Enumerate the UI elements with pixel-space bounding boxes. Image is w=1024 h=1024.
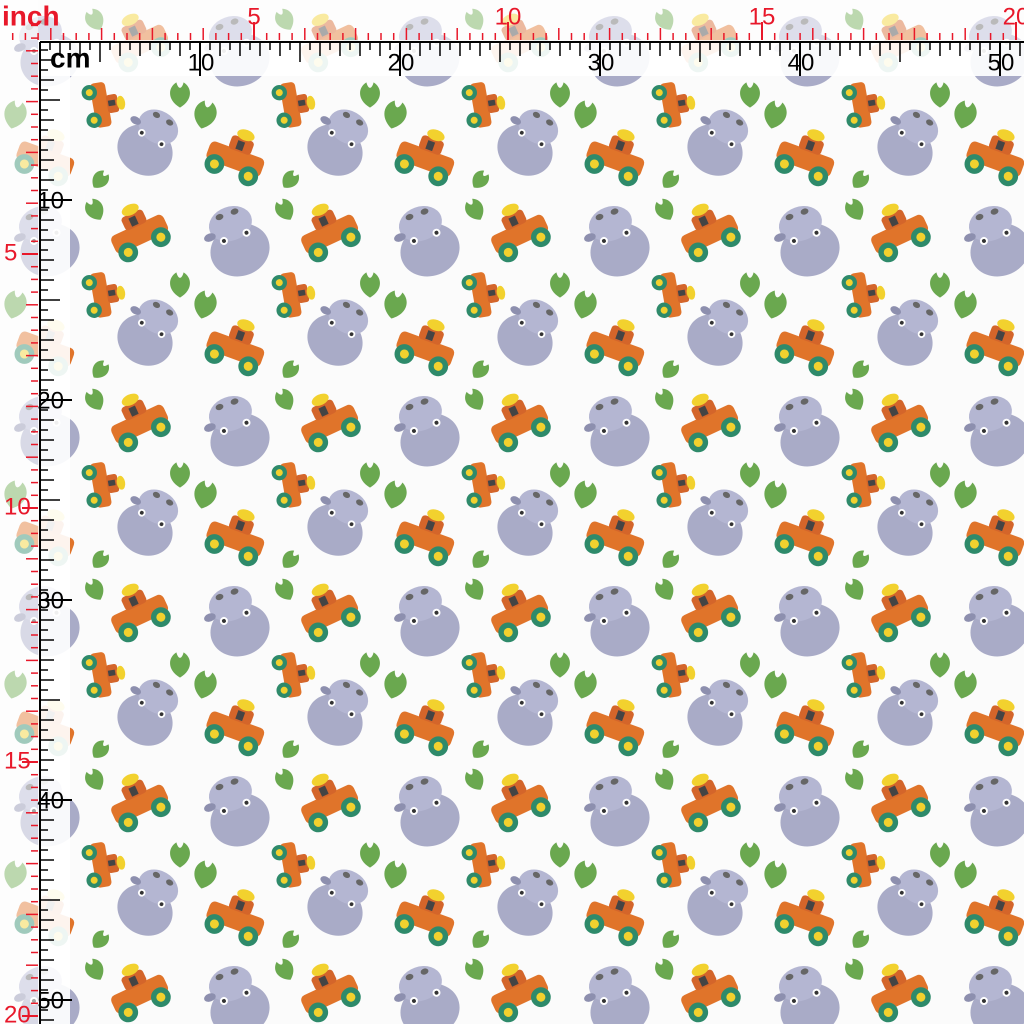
cm-tick-label-left: 20 — [37, 387, 64, 414]
cm-tick-label-top: 50 — [988, 49, 1015, 76]
inch-unit-label: inch — [2, 0, 60, 31]
cm-tick-label-left: 40 — [37, 787, 64, 814]
inch-tick-label-top: 15 — [749, 3, 776, 30]
cm-tick-label-left: 30 — [37, 587, 64, 614]
inch-tick-label-top: 10 — [495, 3, 522, 30]
cm-tick-label-top: 30 — [588, 49, 615, 76]
inch-tick-label-left: 5 — [4, 239, 17, 266]
inch-tick-label-left: 15 — [4, 747, 31, 774]
inch-tick-label-top: 5 — [247, 3, 260, 30]
ruler-ticks — [11, 11, 1021, 1021]
inch-tick-label-left: 20 — [4, 1001, 31, 1024]
cm-ruler-top — [38, 40, 1024, 76]
inch-strip-top — [0, 0, 1024, 40]
cm-tick-label-top: 10 — [188, 49, 215, 76]
inch-tick-label-top: 20 — [1003, 3, 1024, 30]
cm-tick-label-left: 10 — [37, 187, 64, 214]
cm-tick-label-left: 50 — [37, 987, 64, 1014]
inch-tick-label-left: 10 — [4, 493, 31, 520]
cm-tick-label-top: 40 — [788, 49, 815, 76]
cm-tick-label-top: 20 — [388, 49, 415, 76]
inch-strip-left — [0, 0, 38, 1024]
